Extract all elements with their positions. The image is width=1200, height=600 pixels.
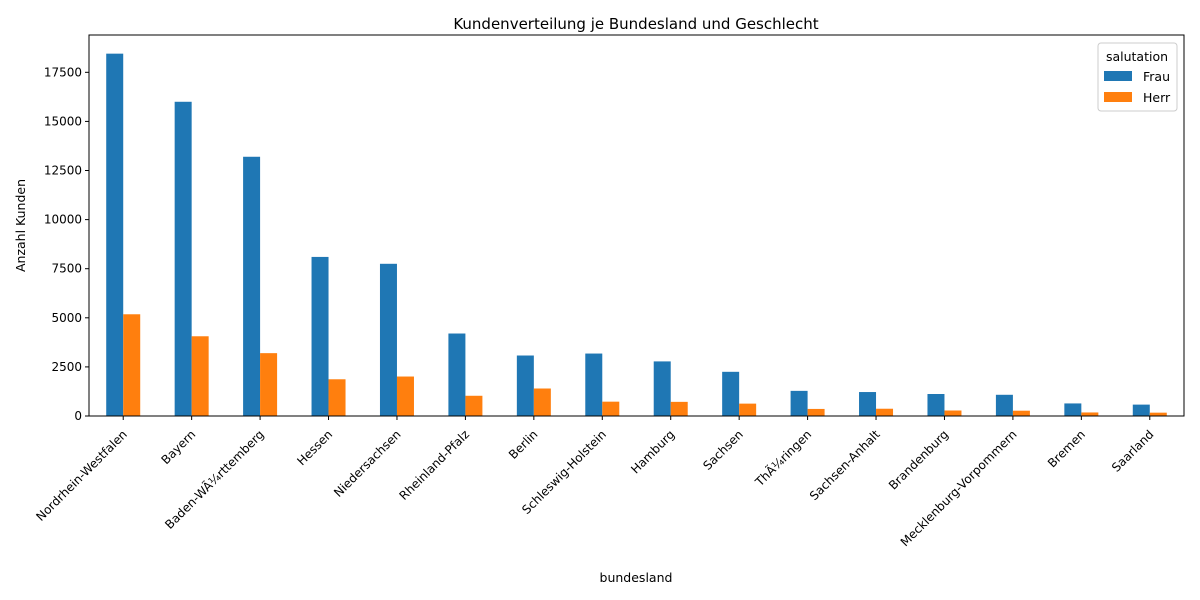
- x-tick-label: Bremen: [1045, 427, 1088, 470]
- bar-frau-2: [243, 156, 261, 417]
- y-tick-label: 5000: [51, 311, 82, 325]
- bar-herr-7: [602, 401, 620, 416]
- plot-area: [106, 53, 1167, 417]
- x-tick-label: Rheinland-Pfalz: [396, 427, 472, 503]
- y-tick-label: 12500: [44, 164, 82, 178]
- bar-herr-1: [191, 336, 209, 416]
- bar-frau-0: [106, 53, 124, 416]
- bar-frau-7: [585, 353, 603, 416]
- bar-frau-5: [448, 333, 466, 416]
- bar-frau-12: [927, 394, 945, 416]
- x-tick-label: Bayern: [158, 427, 198, 467]
- x-tick-label: Brandenburg: [886, 427, 951, 492]
- legend-label-frau: Frau: [1143, 69, 1170, 84]
- y-tick-label: 0: [74, 409, 82, 423]
- bar-herr-10: [807, 408, 825, 416]
- bar-frau-3: [311, 256, 329, 416]
- x-tick-label: Sachsen: [700, 427, 746, 473]
- bar-herr-13: [1012, 410, 1030, 416]
- bar-frau-15: [1132, 404, 1150, 416]
- x-tick-label: Berlin: [506, 427, 541, 462]
- x-tick-label: Hamburg: [628, 427, 677, 476]
- legend-swatch-herr: [1104, 92, 1132, 102]
- y-axis: 0 2500 5000 7500 10000 12500 15000 17500: [44, 65, 89, 423]
- legend: salutation Frau Herr: [1097, 42, 1178, 112]
- x-tick-label: Sachsen-Anhalt: [807, 427, 883, 503]
- bar-herr-14: [1081, 412, 1099, 416]
- bar-frau-9: [722, 371, 740, 416]
- bar-frau-1: [174, 101, 192, 416]
- x-tick-label: Niedersachsen: [331, 427, 404, 500]
- x-tick-label: Saarland: [1109, 427, 1156, 474]
- bar-herr-0: [123, 314, 141, 416]
- bar-herr-5: [465, 395, 483, 416]
- plot-frame: [88, 34, 1185, 417]
- bar-frau-13: [995, 394, 1013, 416]
- bar-frau-11: [859, 392, 877, 416]
- legend-label-herr: Herr: [1143, 90, 1171, 105]
- legend-title: salutation: [1106, 49, 1168, 64]
- bar-herr-3: [328, 379, 346, 416]
- bar-herr-2: [260, 353, 278, 416]
- x-tick-label: Mecklenburg-Vorpommern: [898, 427, 1020, 549]
- x-tick-label: ThÃ¼ringen: [751, 427, 814, 490]
- x-tick-label: Hessen: [294, 427, 335, 468]
- bar-herr-11: [876, 408, 894, 416]
- y-tick-label: 7500: [51, 262, 82, 276]
- bar-frau-10: [790, 390, 808, 416]
- y-tick-label: 10000: [44, 213, 82, 227]
- bar-herr-12: [944, 410, 962, 416]
- y-tick-label: 15000: [44, 114, 82, 128]
- bar-frau-8: [653, 361, 671, 416]
- bar-herr-6: [533, 388, 551, 416]
- bar-herr-4: [396, 376, 414, 416]
- x-axis: Nordrhein-Westfalen BayernBaden-WÃ¼rttemb…: [33, 416, 1156, 549]
- bar-frau-6: [516, 355, 534, 416]
- bar-herr-8: [670, 401, 688, 416]
- y-tick-label: 17500: [44, 65, 82, 79]
- bar-frau-4: [379, 263, 397, 416]
- x-tick-label: Nordrhein-Westfalen: [33, 427, 130, 524]
- y-axis-label: Anzahl Kunden: [13, 179, 28, 272]
- bar-herr-15: [1149, 412, 1167, 416]
- bar-herr-9: [739, 403, 757, 416]
- legend-swatch-frau: [1104, 71, 1132, 81]
- y-tick-label: 2500: [51, 360, 82, 374]
- bar-frau-14: [1064, 403, 1082, 416]
- x-axis-label: bundesland: [600, 570, 673, 585]
- chart-title: Kundenverteilung je Bundesland und Gesch…: [453, 15, 818, 33]
